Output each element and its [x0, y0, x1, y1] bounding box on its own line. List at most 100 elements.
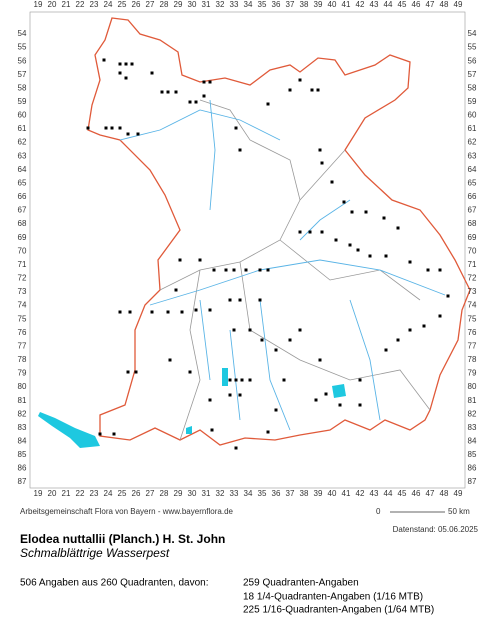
column-label: 42 [356, 0, 365, 9]
row-label: 82 [18, 409, 27, 418]
occurrence-dot [288, 338, 292, 342]
occurrence-dot [358, 378, 362, 382]
occurrence-dot [298, 78, 302, 82]
row-label: 80 [468, 382, 477, 391]
occurrence-dot [358, 403, 362, 407]
column-label: 34 [244, 0, 253, 9]
column-label: 32 [216, 0, 225, 9]
column-label: 49 [454, 489, 463, 498]
occurrence-dot [228, 378, 232, 382]
column-label: 24 [104, 489, 113, 498]
column-label: 20 [48, 0, 57, 9]
credit: Arbeitsgemeinschaft Flora von Bayern - w… [20, 507, 234, 516]
occurrence-dot [316, 88, 320, 92]
row-label: 57 [18, 70, 27, 79]
summary-detail: 259 Quadranten-Angaben [243, 578, 359, 589]
occurrence-dot [384, 348, 388, 352]
occurrence-dot [118, 62, 122, 66]
occurrence-dot [408, 260, 412, 264]
occurrence-dot [384, 254, 388, 258]
column-label: 31 [202, 0, 211, 9]
occurrence-dot [318, 358, 322, 362]
row-label: 59 [18, 97, 27, 106]
occurrence-dot [350, 210, 354, 214]
column-label: 33 [230, 489, 239, 498]
occurrence-dot [124, 76, 128, 80]
column-label: 23 [90, 489, 99, 498]
row-label: 68 [18, 219, 27, 228]
scale-end: 50 km [448, 507, 470, 516]
occurrence-dot [342, 200, 346, 204]
row-label: 75 [18, 314, 27, 323]
row-label: 86 [468, 464, 477, 473]
column-label: 27 [146, 489, 155, 498]
occurrence-dots [86, 58, 450, 450]
row-label: 72 [18, 274, 27, 283]
column-label: 37 [286, 0, 295, 9]
occurrence-dot [188, 100, 192, 104]
column-label: 19 [34, 489, 43, 498]
column-label: 22 [76, 0, 85, 9]
row-label: 64 [18, 165, 27, 174]
occurrence-dot [320, 230, 324, 234]
occurrence-dot [382, 216, 386, 220]
row-label: 61 [468, 124, 477, 133]
column-label: 26 [132, 0, 141, 9]
occurrence-dot [330, 180, 334, 184]
column-label: 26 [132, 489, 141, 498]
map-frame [29, 11, 466, 489]
occurrence-dot [104, 126, 108, 130]
column-label: 48 [440, 489, 449, 498]
column-label: 44 [384, 489, 393, 498]
column-label: 36 [272, 489, 281, 498]
occurrence-dot [234, 126, 238, 130]
occurrence-dot [208, 398, 212, 402]
row-label: 87 [468, 477, 477, 486]
column-label: 38 [300, 489, 309, 498]
column-label: 25 [118, 489, 127, 498]
occurrence-dot [126, 132, 130, 136]
occurrence-dot [166, 90, 170, 94]
occurrence-dot [150, 310, 154, 314]
row-label: 76 [18, 328, 27, 337]
row-label: 63 [18, 151, 27, 160]
row-label: 84 [468, 437, 477, 446]
row-label: 55 [18, 43, 27, 52]
row-label: 65 [468, 178, 477, 187]
row-label: 59 [468, 97, 477, 106]
column-label: 27 [146, 0, 155, 9]
column-label: 43 [370, 0, 379, 9]
rivers [119, 99, 446, 431]
column-label: 40 [328, 489, 337, 498]
occurrence-dot [438, 314, 442, 318]
row-label: 81 [18, 396, 27, 405]
occurrence-dot [248, 328, 252, 332]
occurrence-dot [348, 243, 352, 247]
row-label: 77 [18, 341, 27, 350]
row-label: 74 [18, 301, 27, 310]
occurrence-dot [298, 328, 302, 332]
occurrence-dot [310, 88, 314, 92]
occurrence-dot [334, 238, 338, 242]
row-label: 56 [18, 56, 27, 65]
occurrence-dot [396, 338, 400, 342]
column-label: 20 [48, 489, 57, 498]
row-label: 58 [468, 83, 477, 92]
occurrence-dot [180, 310, 184, 314]
row-label: 71 [18, 260, 27, 269]
column-label: 44 [384, 0, 393, 9]
occurrence-dot [234, 378, 238, 382]
column-label: 49 [454, 0, 463, 9]
occurrence-dot [258, 298, 262, 302]
row-label: 85 [18, 450, 27, 459]
row-label: 62 [18, 138, 27, 147]
column-label: 47 [426, 489, 435, 498]
occurrence-dot [266, 430, 270, 434]
occurrence-dot [364, 210, 368, 214]
occurrence-dot [356, 248, 360, 252]
species-name: Elodea nuttallii (Planch.) H. St. John [20, 532, 225, 546]
occurrence-dot [314, 398, 318, 402]
column-label: 47 [426, 0, 435, 9]
occurrence-dot [234, 446, 238, 450]
row-label: 84 [18, 437, 27, 446]
